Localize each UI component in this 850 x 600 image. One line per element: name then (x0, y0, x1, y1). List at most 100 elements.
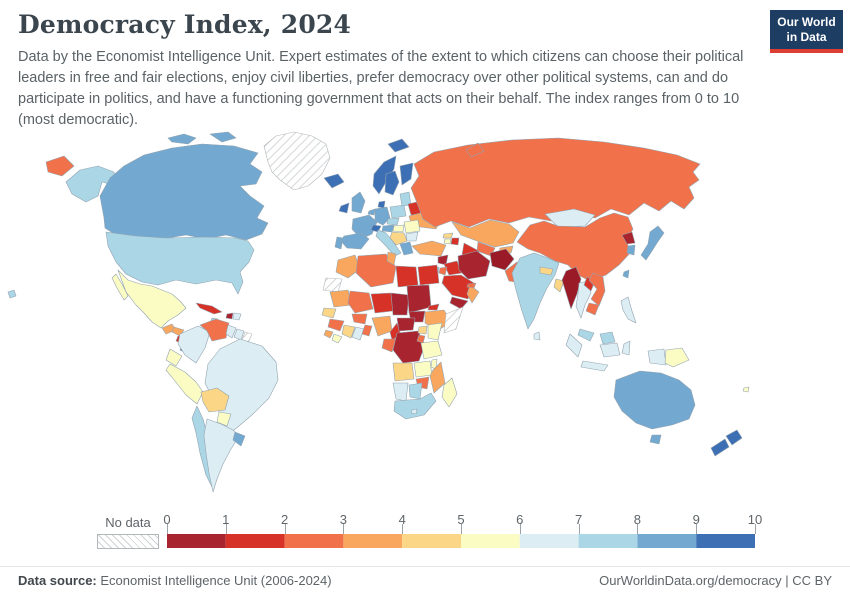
region-tunisia[interactable] (386, 251, 397, 266)
region-japan[interactable] (640, 225, 665, 261)
legend-bin-3[interactable] (343, 534, 403, 548)
region-oman[interactable] (466, 284, 480, 304)
region-egypt[interactable] (417, 264, 440, 286)
region-azerbaijan[interactable] (450, 237, 460, 246)
region-uk[interactable] (351, 191, 366, 214)
region-ghana[interactable] (351, 326, 365, 341)
region-indonesia-papua[interactable] (647, 348, 667, 366)
region-drc[interactable] (392, 330, 426, 364)
region-romania[interactable] (403, 219, 421, 234)
legend-bin-9[interactable] (696, 534, 755, 548)
region-new-zealand-north[interactable] (725, 429, 743, 446)
region-nigeria[interactable] (371, 315, 393, 337)
region-yemen[interactable] (449, 296, 469, 310)
region-chukotka[interactable] (45, 155, 75, 177)
region-indonesia-kalimantan[interactable] (599, 342, 621, 358)
region-kenya[interactable] (427, 322, 443, 341)
region-uae[interactable] (466, 282, 477, 289)
region-uganda[interactable] (417, 325, 428, 335)
region-mexico[interactable] (117, 269, 187, 329)
region-central-african-republic[interactable] (396, 317, 416, 332)
region-chad[interactable] (390, 292, 410, 316)
legend-bin-8[interactable] (637, 534, 697, 548)
region-namibia[interactable] (392, 382, 409, 402)
owid-logo[interactable]: Our World in Data (770, 10, 843, 53)
region-mali[interactable] (347, 290, 374, 314)
region-armenia[interactable] (443, 238, 452, 245)
region-canada-arctic-islands[interactable] (209, 131, 237, 143)
region-canada-arctic-islands[interactable] (167, 133, 197, 145)
region-angola[interactable] (392, 362, 415, 382)
region-new-zealand-south[interactable] (710, 438, 730, 457)
region-algeria[interactable] (355, 253, 397, 288)
region-ireland[interactable] (338, 202, 350, 214)
region-saudi-arabia[interactable] (441, 274, 475, 300)
region-western-sahara[interactable] (322, 277, 343, 293)
region-portugal[interactable] (334, 236, 344, 250)
region-mongolia[interactable] (544, 208, 596, 228)
region-venezuela[interactable] (199, 318, 230, 342)
region-haiti[interactable] (225, 312, 234, 320)
region-niger[interactable] (370, 292, 394, 314)
region-india[interactable] (511, 252, 560, 330)
region-jordan[interactable] (438, 266, 448, 276)
region-sri-lanka[interactable] (533, 331, 541, 341)
region-mexico-baja[interactable] (111, 273, 129, 301)
region-france[interactable] (351, 214, 378, 240)
region-malaysia-borneo[interactable] (599, 331, 616, 345)
region-mozambique[interactable] (429, 361, 446, 394)
region-malaysia[interactable] (577, 328, 595, 342)
region-argentina[interactable] (203, 418, 240, 493)
region-nepal[interactable] (539, 266, 554, 276)
region-lesotho[interactable] (410, 408, 418, 415)
region-germany[interactable] (374, 206, 391, 226)
region-spain[interactable] (340, 232, 370, 250)
region-zambia[interactable] (413, 360, 433, 378)
region-eritrea[interactable] (427, 303, 440, 311)
legend-bin-0[interactable] (167, 534, 226, 548)
region-somalia[interactable] (443, 306, 464, 334)
region-greenland[interactable] (263, 131, 331, 191)
region-guinea[interactable] (327, 318, 345, 332)
region-novaya-zemlya[interactable] (465, 142, 485, 158)
region-peru[interactable] (165, 363, 204, 405)
region-italy[interactable] (375, 229, 402, 257)
region-vietnam[interactable] (588, 272, 606, 307)
region-bangladesh[interactable] (553, 278, 565, 293)
region-greece[interactable] (399, 241, 414, 256)
region-indonesia-sulawesi[interactable] (621, 340, 631, 356)
region-czechia[interactable] (386, 217, 400, 226)
region-guyana[interactable] (225, 324, 237, 339)
region-taiwan[interactable] (622, 269, 630, 279)
region-balkans[interactable] (389, 231, 408, 246)
region-sierra-leone[interactable] (323, 329, 334, 339)
region-dominican-republic[interactable] (232, 312, 242, 321)
region-brazil[interactable] (204, 338, 279, 435)
legend-bin-4[interactable] (402, 534, 461, 548)
region-svalbard[interactable] (387, 138, 410, 153)
region-cambodia[interactable] (585, 302, 600, 316)
region-paraguay[interactable] (216, 411, 232, 427)
region-cuba[interactable] (195, 302, 223, 315)
region-finland[interactable] (399, 162, 414, 186)
region-madagascar[interactable] (441, 377, 458, 408)
region-senegal[interactable] (321, 307, 337, 319)
region-turkey[interactable] (411, 240, 447, 257)
region-russia[interactable] (410, 137, 701, 228)
region-myanmar[interactable] (561, 266, 582, 310)
legend-bin-5[interactable] (461, 534, 520, 548)
region-burkina-faso[interactable] (351, 313, 368, 325)
region-afghanistan[interactable] (489, 248, 515, 271)
region-usa[interactable] (105, 231, 255, 295)
region-gabon-congo[interactable] (381, 338, 397, 353)
region-south-africa[interactable] (393, 392, 437, 420)
region-sudan[interactable] (406, 284, 432, 314)
region-colombia[interactable] (177, 325, 211, 364)
region-tanzania[interactable] (420, 340, 443, 360)
region-togo-benin[interactable] (361, 324, 373, 337)
legend-bin-7[interactable] (578, 534, 638, 548)
region-indonesia-java[interactable] (580, 360, 609, 372)
region-iceland[interactable] (323, 173, 345, 189)
region-uruguay[interactable] (232, 431, 246, 447)
footer-link[interactable]: OurWorldinData.org/democracy | CC BY (599, 573, 832, 588)
